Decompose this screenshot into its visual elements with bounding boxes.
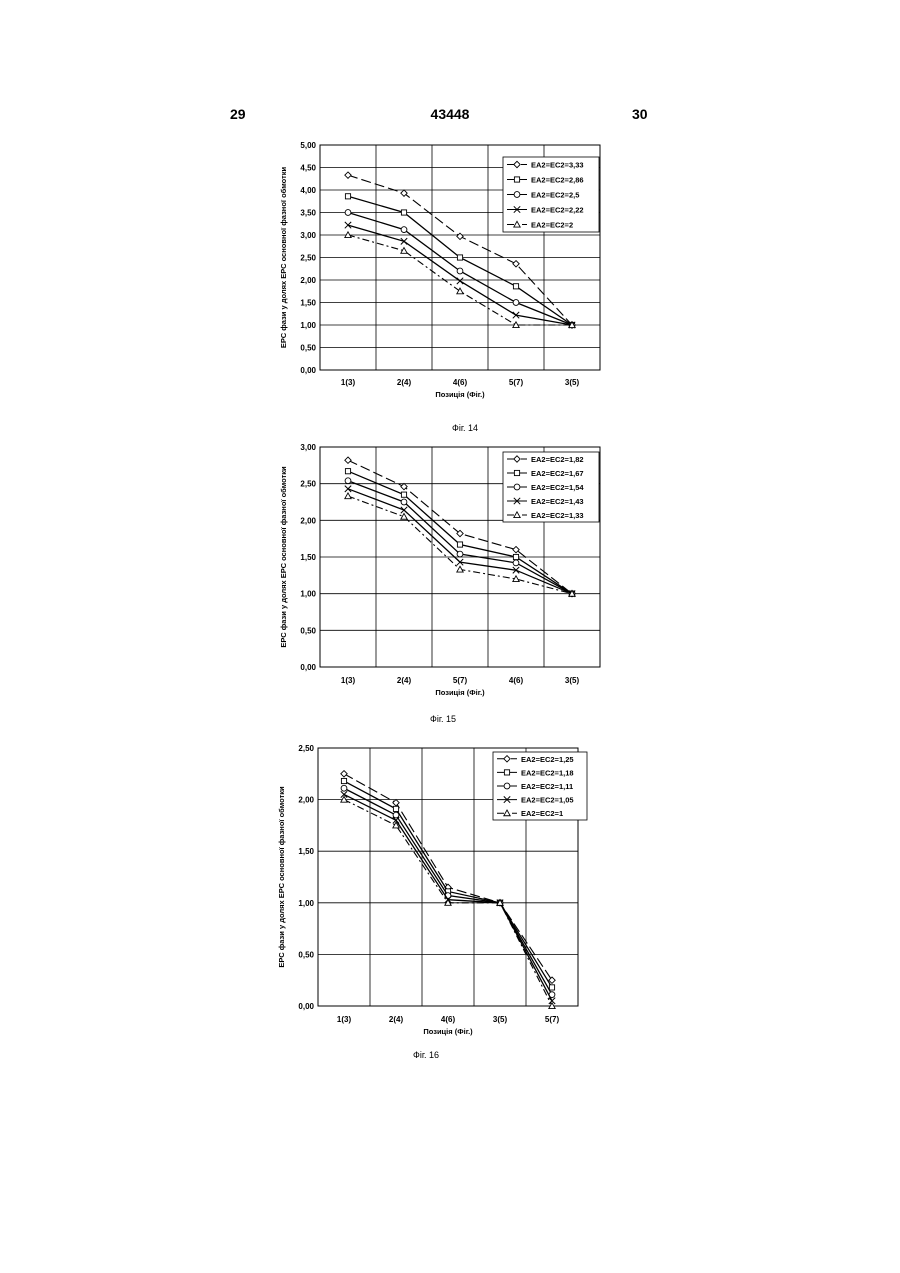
page-number-left: 29	[230, 106, 246, 122]
legend-label: ЕА2=ЕС2=1	[521, 809, 563, 818]
x-tick-label: 2(4)	[397, 676, 412, 685]
legend-label: ЕА2=ЕС2=1,67	[531, 469, 584, 478]
y-tick-label: 1,50	[298, 847, 314, 856]
data-point	[393, 806, 398, 811]
y-tick-label: 0,00	[300, 366, 316, 375]
legend-label: ЕА2=ЕС2=2,5	[531, 191, 579, 200]
y-tick-label: 1,50	[300, 553, 316, 562]
legend-label: ЕА2=ЕС2=1,43	[531, 497, 584, 506]
patent-number: 43448	[412, 106, 488, 122]
page-number-right: 30	[632, 106, 648, 122]
legend-marker	[514, 470, 519, 475]
y-tick-label: 0,50	[300, 344, 316, 353]
y-tick-label: 3,00	[300, 231, 316, 240]
x-tick-label: 5(7)	[545, 1015, 560, 1024]
y-tick-label: 3,00	[300, 443, 316, 452]
y-tick-label: 5,00	[300, 141, 316, 150]
x-tick-label: 4(6)	[453, 378, 468, 387]
legend-label: ЕА2=ЕС2=1,11	[521, 782, 573, 791]
y-tick-label: 4,00	[300, 186, 316, 195]
y-tick-label: 2,50	[298, 744, 314, 753]
y-tick-label: 2,00	[298, 796, 314, 805]
legend-marker	[504, 783, 510, 789]
y-tick-label: 3,50	[300, 209, 316, 218]
y-axis-label: ЕРС фази у долях ЕРС основної фазної обм…	[279, 466, 288, 648]
data-point	[341, 785, 347, 791]
y-axis-label: ЕРС фази у долях ЕРС основної фазної обм…	[279, 167, 288, 349]
y-tick-label: 0,00	[298, 1002, 314, 1011]
data-point	[513, 300, 519, 306]
y-axis-label: ЕРС фази у долях ЕРС основної фазної обм…	[277, 786, 286, 968]
legend-label: ЕА2=ЕС2=1,18	[521, 768, 574, 777]
data-point	[345, 469, 350, 474]
legend-label: ЕА2=ЕС2=1,05	[521, 796, 574, 805]
data-point	[345, 478, 351, 484]
chart-fig-16: 0,00 0,50 1,00 1,50 2,00 2,50 1(3) 2(4) 4(6) 3(5)…	[0, 738, 900, 1048]
legend-marker	[514, 177, 519, 182]
x-tick-label: 3(5)	[565, 676, 580, 685]
data-point	[341, 778, 346, 783]
data-point	[401, 227, 407, 233]
data-point	[513, 560, 519, 566]
y-tick-label: 0,50	[298, 950, 314, 959]
x-tick-label: 1(3)	[337, 1015, 352, 1024]
x-axis-label: Позиція (Фіг.)	[435, 390, 485, 399]
legend-label: ЕА2=ЕС2=1,54	[531, 483, 584, 492]
data-point	[513, 554, 518, 559]
chart-fig-15: 0,00 0,50 1,00 1,50 2,00 2,50 3,00 1(3) 2(4) 5(7)…	[0, 438, 900, 728]
y-tick-label: 1,00	[300, 321, 316, 330]
data-point	[457, 268, 463, 274]
y-tick-label: 1,50	[300, 299, 316, 308]
data-point	[401, 210, 406, 215]
data-point	[457, 255, 462, 260]
y-tick-label: 4,50	[300, 164, 316, 173]
x-tick-label: 1(3)	[341, 378, 356, 387]
x-tick-label: 2(4)	[397, 378, 412, 387]
legend-label: ЕА2=ЕС2=3,33	[531, 161, 584, 170]
y-tick-label: 2,50	[300, 254, 316, 263]
x-tick-label: 4(6)	[441, 1015, 456, 1024]
x-axis-label: Позиція (Фіг.)	[423, 1027, 473, 1036]
legend-marker	[514, 192, 520, 198]
legend-label: ЕА2=ЕС2=1,33	[531, 511, 584, 520]
data-point	[401, 499, 407, 505]
data-point	[345, 210, 351, 216]
x-tick-label: 4(6)	[509, 676, 524, 685]
x-tick-label: 3(5)	[565, 378, 580, 387]
y-tick-label: 1,00	[300, 590, 316, 599]
y-tick-label: 0,00	[300, 663, 316, 672]
y-tick-label: 0,50	[300, 626, 316, 635]
data-point	[345, 194, 350, 199]
data-point	[513, 284, 518, 289]
x-tick-label: 2(4)	[389, 1015, 404, 1024]
y-tick-label: 2,00	[300, 516, 316, 525]
legend-label: ЕА2=ЕС2=1,82	[531, 455, 584, 464]
x-axis-label: Позиція (Фіг.)	[435, 688, 485, 697]
legend-label: ЕА2=ЕС2=1,25	[521, 755, 574, 764]
data-point	[393, 812, 399, 818]
x-tick-label: 3(5)	[493, 1015, 508, 1024]
legend-marker	[504, 770, 509, 775]
data-point	[457, 551, 463, 557]
data-point	[457, 542, 462, 547]
x-tick-label: 5(7)	[453, 676, 468, 685]
data-point	[549, 985, 554, 990]
chart-fig-14: 0,00 0,50 1,00 1,50 2,00 2,50 3,00 3,50 4,00 4,50…	[0, 135, 900, 435]
chart-caption: Фіг. 16	[413, 1050, 439, 1060]
data-point	[401, 492, 406, 497]
legend-label: ЕА2=ЕС2=2,22	[531, 206, 584, 215]
legend-label: ЕА2=ЕС2=2	[531, 221, 573, 230]
y-tick-label: 1,00	[298, 899, 314, 908]
chart-caption: Фіг. 15	[430, 714, 456, 724]
legend-marker	[514, 484, 520, 490]
y-tick-label: 2,50	[300, 480, 316, 489]
legend-label: ЕА2=ЕС2=2,86	[531, 176, 584, 185]
x-tick-label: 5(7)	[509, 378, 524, 387]
x-tick-label: 1(3)	[341, 676, 356, 685]
y-tick-label: 2,00	[300, 276, 316, 285]
chart-caption: Фіг. 14	[452, 423, 478, 433]
